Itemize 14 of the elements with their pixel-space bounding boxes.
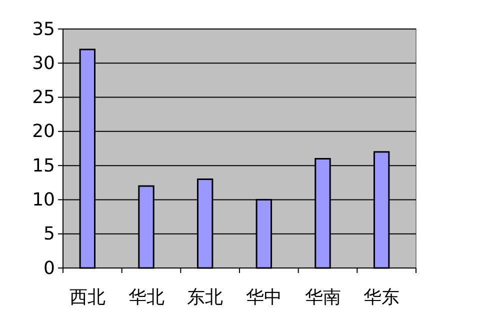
x-tick-label: 华中 [246,286,282,308]
y-tick-label: 20 [32,121,55,142]
x-tick-label: 华南 [304,286,341,308]
y-tick-label: 5 [44,224,55,245]
y-tick-label: 10 [32,189,55,210]
x-tick-label: 华北 [128,286,164,308]
y-tick-label: 35 [32,18,55,40]
x-tick-label: 西北 [69,286,106,308]
y-tick-label: 25 [32,87,55,108]
x-tick-label: 东北 [187,286,224,308]
y-tick-label: 15 [32,155,55,176]
y-tick-label: 30 [32,52,55,74]
y-tick-label: 0 [44,258,55,279]
x-tick-label: 华东 [364,286,400,308]
